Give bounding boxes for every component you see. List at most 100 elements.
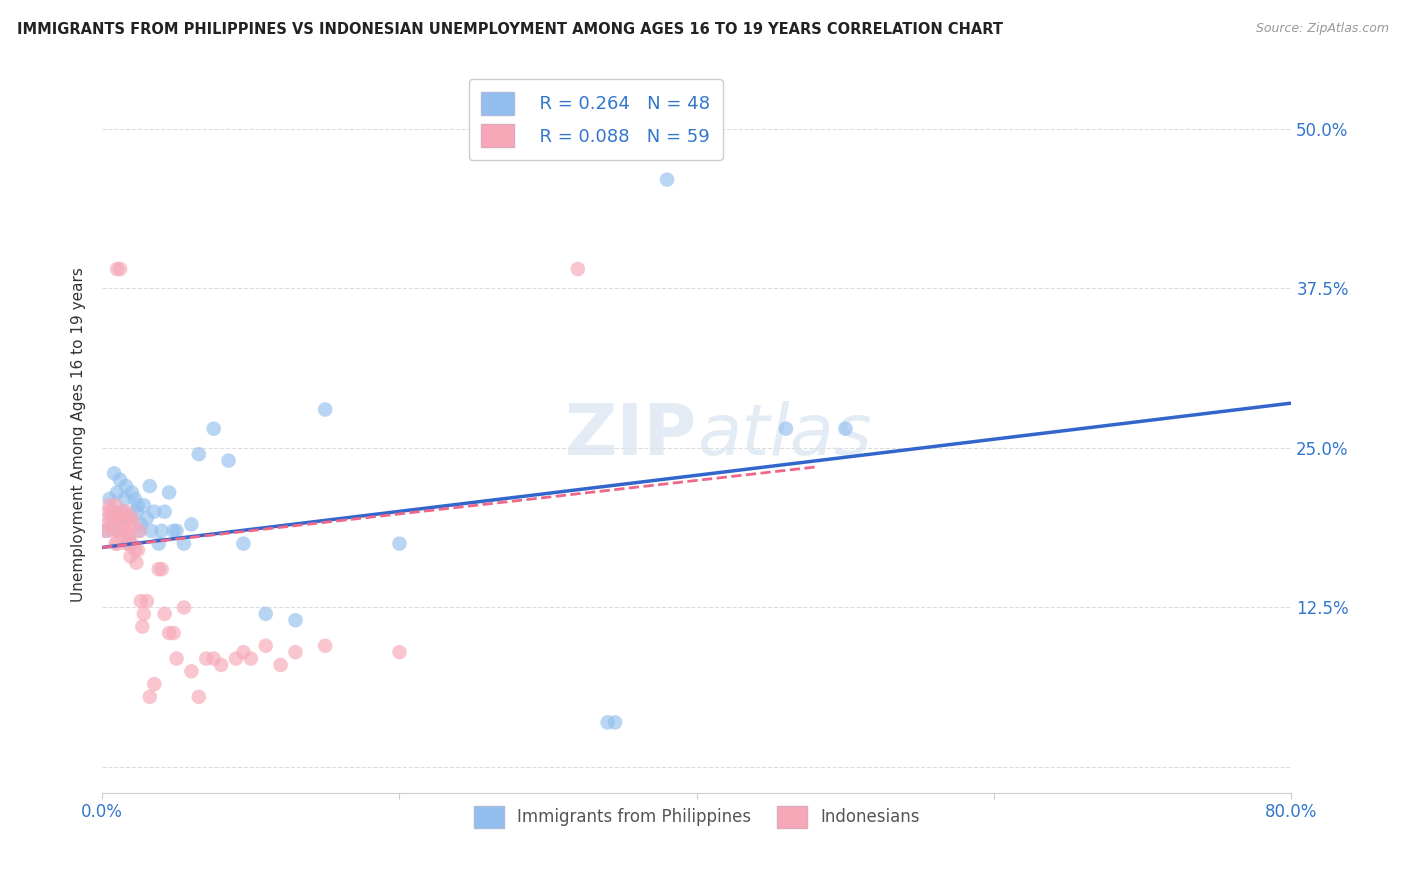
Point xyxy=(143,505,166,519)
Point xyxy=(120,511,142,525)
Point xyxy=(180,517,202,532)
Point xyxy=(135,511,157,525)
Point xyxy=(166,651,188,665)
Point xyxy=(143,677,166,691)
Text: Source: ZipAtlas.com: Source: ZipAtlas.com xyxy=(1256,22,1389,36)
Point xyxy=(132,498,155,512)
Point xyxy=(153,505,176,519)
Point xyxy=(105,536,128,550)
Point xyxy=(180,665,202,679)
Point xyxy=(108,511,131,525)
Point xyxy=(173,600,195,615)
Point xyxy=(125,505,148,519)
Point xyxy=(122,517,145,532)
Point xyxy=(100,505,122,519)
Point xyxy=(225,651,247,665)
Point xyxy=(129,594,152,608)
Point xyxy=(270,657,292,672)
Point xyxy=(128,524,150,538)
Point xyxy=(202,651,225,665)
Point xyxy=(388,536,411,550)
Point xyxy=(124,543,146,558)
Point xyxy=(603,715,626,730)
Point xyxy=(110,524,132,538)
Point xyxy=(775,422,797,436)
Point xyxy=(239,651,262,665)
Point xyxy=(97,505,120,519)
Point xyxy=(118,530,141,544)
Point xyxy=(118,530,141,544)
Point xyxy=(128,524,150,538)
Point xyxy=(232,645,254,659)
Point xyxy=(111,505,134,519)
Point xyxy=(98,511,121,525)
Point xyxy=(118,536,141,550)
Point xyxy=(135,594,157,608)
Point xyxy=(107,524,129,538)
Legend: Immigrants from Philippines, Indonesians: Immigrants from Philippines, Indonesians xyxy=(467,799,927,834)
Text: ZIP: ZIP xyxy=(565,401,697,469)
Point xyxy=(148,536,170,550)
Point xyxy=(162,524,184,538)
Point xyxy=(103,511,125,525)
Point xyxy=(131,619,153,633)
Point xyxy=(218,453,240,467)
Point xyxy=(108,473,131,487)
Point xyxy=(834,422,856,436)
Point xyxy=(284,645,307,659)
Point xyxy=(596,715,619,730)
Point xyxy=(104,536,127,550)
Point xyxy=(104,498,127,512)
Point xyxy=(110,511,132,525)
Point xyxy=(107,524,129,538)
Point xyxy=(195,651,218,665)
Point xyxy=(150,562,173,576)
Point xyxy=(115,505,138,519)
Point xyxy=(96,524,118,538)
Point xyxy=(202,422,225,436)
Point xyxy=(105,262,128,277)
Point xyxy=(254,639,277,653)
Point xyxy=(117,511,139,525)
Point xyxy=(139,690,162,704)
Point xyxy=(162,626,184,640)
Point xyxy=(121,485,143,500)
Point xyxy=(101,524,124,538)
Point xyxy=(108,262,131,277)
Point xyxy=(98,491,121,506)
Point xyxy=(388,645,411,659)
Point xyxy=(121,511,143,525)
Point xyxy=(111,505,134,519)
Point xyxy=(141,524,163,538)
Point xyxy=(101,511,124,525)
Point xyxy=(567,262,589,277)
Point xyxy=(284,613,307,627)
Point xyxy=(166,524,188,538)
Point xyxy=(121,536,143,550)
Point xyxy=(125,556,148,570)
Text: IMMIGRANTS FROM PHILIPPINES VS INDONESIAN UNEMPLOYMENT AMONG AGES 16 TO 19 YEARS: IMMIGRANTS FROM PHILIPPINES VS INDONESIA… xyxy=(17,22,1002,37)
Point xyxy=(94,524,117,538)
Point xyxy=(132,607,155,621)
Point xyxy=(115,479,138,493)
Point xyxy=(209,657,232,672)
Point xyxy=(120,549,142,564)
Y-axis label: Unemployment Among Ages 16 to 19 years: Unemployment Among Ages 16 to 19 years xyxy=(72,268,86,602)
Point xyxy=(114,491,136,506)
Point xyxy=(157,485,180,500)
Point xyxy=(127,498,149,512)
Point xyxy=(150,524,173,538)
Point xyxy=(118,524,141,538)
Point xyxy=(314,639,336,653)
Point xyxy=(124,491,146,506)
Point xyxy=(104,505,127,519)
Point xyxy=(117,511,139,525)
Point xyxy=(153,607,176,621)
Point xyxy=(98,498,121,512)
Point xyxy=(173,536,195,550)
Point xyxy=(127,543,149,558)
Point xyxy=(187,447,209,461)
Point xyxy=(103,467,125,481)
Point xyxy=(232,536,254,550)
Point xyxy=(105,511,128,525)
